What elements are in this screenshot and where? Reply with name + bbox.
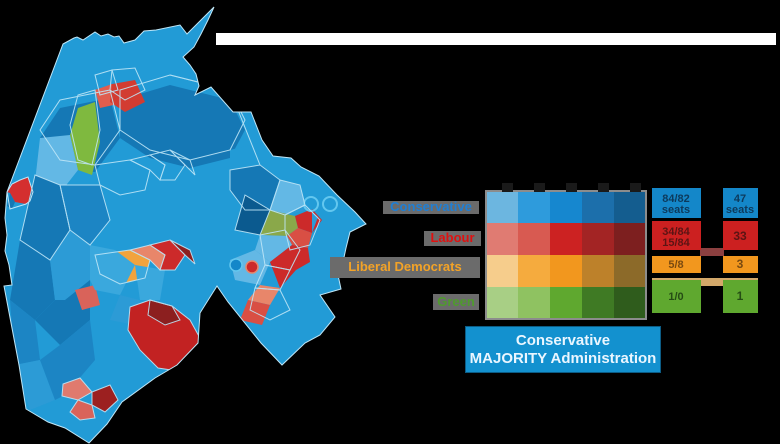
svg-text:1: 1 xyxy=(737,289,744,303)
svg-text:seats: seats xyxy=(726,204,754,216)
svg-text:3: 3 xyxy=(737,257,744,271)
svg-text:seats: seats xyxy=(662,204,690,216)
svg-text:15/84: 15/84 xyxy=(662,237,690,249)
svg-text:5/8: 5/8 xyxy=(668,259,683,271)
svg-text:1/0: 1/0 xyxy=(668,291,683,303)
svg-text:33: 33 xyxy=(733,229,747,243)
